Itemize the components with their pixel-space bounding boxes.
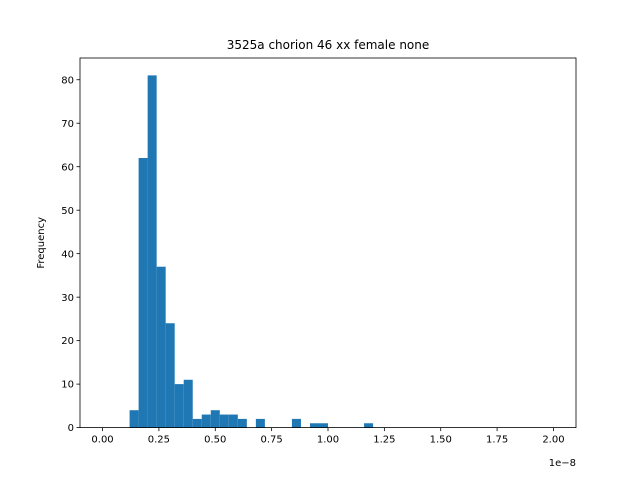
histogram-bar: [364, 423, 374, 428]
histogram-bar: [174, 384, 184, 428]
histogram-bar: [210, 410, 220, 428]
x-tick-label: 2.00: [542, 435, 564, 446]
x-tick-label: 1.75: [486, 435, 508, 446]
y-tick-label: 30: [61, 293, 74, 304]
x-tick-label: 1.00: [317, 435, 339, 446]
x-tick-label: 0.75: [261, 435, 283, 446]
y-tick-label: 70: [61, 119, 74, 130]
histogram-bar: [138, 158, 148, 428]
histogram-bar: [147, 75, 157, 428]
x-tick-label: 0.00: [91, 435, 113, 446]
chart-title: 3525a chorion 46 xx female none: [227, 38, 430, 52]
histogram-bar: [183, 379, 193, 428]
histogram-bar: [156, 266, 166, 428]
histogram-bar: [192, 418, 202, 428]
y-tick-label: 50: [61, 206, 74, 217]
histogram-bar: [165, 323, 175, 428]
bars-group: [129, 75, 374, 428]
y-tick-label: 20: [61, 336, 74, 347]
y-tick-label: 80: [61, 75, 74, 86]
histogram-bar: [255, 418, 265, 428]
y-tick-label: 0: [68, 423, 74, 434]
x-tick-label: 1.50: [430, 435, 452, 446]
x-tick-label: 1.25: [373, 435, 395, 446]
histogram-bar: [291, 418, 301, 428]
y-tick-label: 60: [61, 162, 74, 173]
y-tick-label: 10: [61, 380, 74, 391]
histogram-bar: [309, 423, 319, 428]
x-axis-offset-label: 1e−8: [549, 458, 576, 469]
x-tick-label: 0.50: [204, 435, 226, 446]
y-tick-label: 40: [61, 249, 74, 260]
histogram-bar: [129, 410, 139, 428]
x-axis-ticks: 0.00 0.25 0.50 0.75 1.00 1.25 1.50 1.75 2.00: [91, 427, 565, 446]
histogram-bar: [318, 423, 328, 428]
x-tick-label: 0.25: [148, 435, 170, 446]
histogram-bar: [219, 414, 229, 428]
y-axis-label: Frequency: [36, 217, 47, 269]
histogram-bar: [228, 414, 238, 428]
histogram-bar: [201, 414, 211, 428]
y-axis-ticks: 0 10 20 30 40 50 60 70 80: [61, 75, 80, 434]
histogram-bar: [237, 418, 247, 428]
